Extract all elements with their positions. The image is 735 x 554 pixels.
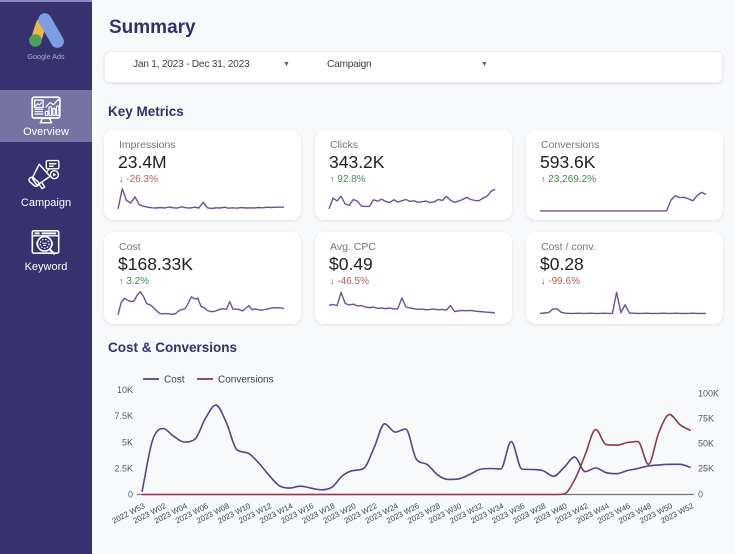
- svg-text:5K: 5K: [122, 437, 133, 447]
- svg-text:100K: 100K: [698, 389, 719, 399]
- svg-text:25K: 25K: [698, 464, 714, 474]
- svg-text:2.5K: 2.5K: [114, 463, 133, 473]
- svg-text:Conversions: Conversions: [218, 375, 274, 386]
- svg-text:0: 0: [128, 490, 133, 500]
- svg-text:50K: 50K: [698, 439, 714, 449]
- svg-text:75K: 75K: [698, 413, 714, 423]
- svg-text:Cost: Cost: [164, 375, 185, 386]
- svg-text:7.5K: 7.5K: [114, 411, 133, 421]
- svg-text:10K: 10K: [117, 385, 133, 395]
- svg-text:0: 0: [698, 489, 703, 499]
